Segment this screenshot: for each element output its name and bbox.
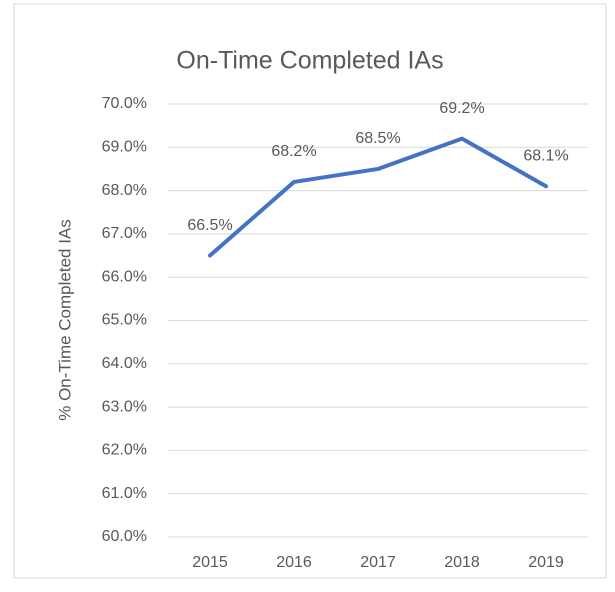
y-tick-label: 69.0% xyxy=(102,139,147,156)
y-tick-label: 70.0% xyxy=(102,95,147,112)
x-tick-label: 2017 xyxy=(360,554,396,571)
data-label: 69.2% xyxy=(439,100,484,117)
y-axis-label: % On-Time Completed IAs xyxy=(55,219,74,421)
y-tick-label: 67.0% xyxy=(102,225,147,242)
y-tick-label: 61.0% xyxy=(102,485,147,502)
data-label: 68.5% xyxy=(355,130,400,147)
y-tick-label: 60.0% xyxy=(102,528,147,545)
y-tick-label: 65.0% xyxy=(102,312,147,329)
y-tick-label: 62.0% xyxy=(102,442,147,459)
x-tick-label: 2019 xyxy=(528,554,564,571)
data-label: 68.1% xyxy=(523,147,568,164)
data-label: 68.2% xyxy=(271,143,316,160)
x-tick-label: 2018 xyxy=(444,554,480,571)
y-tick-label: 63.0% xyxy=(102,398,147,415)
y-tick-label: 66.0% xyxy=(102,268,147,285)
chart-title: On-Time Completed IAs xyxy=(176,47,443,75)
line-series xyxy=(208,136,548,258)
chart-border xyxy=(13,3,607,579)
y-tick-label: 68.0% xyxy=(102,182,147,199)
x-tick-label: 2016 xyxy=(276,554,312,571)
x-tick-label: 2015 xyxy=(192,554,228,571)
y-tick-label: 64.0% xyxy=(102,355,147,372)
data-label: 66.5% xyxy=(187,217,232,234)
